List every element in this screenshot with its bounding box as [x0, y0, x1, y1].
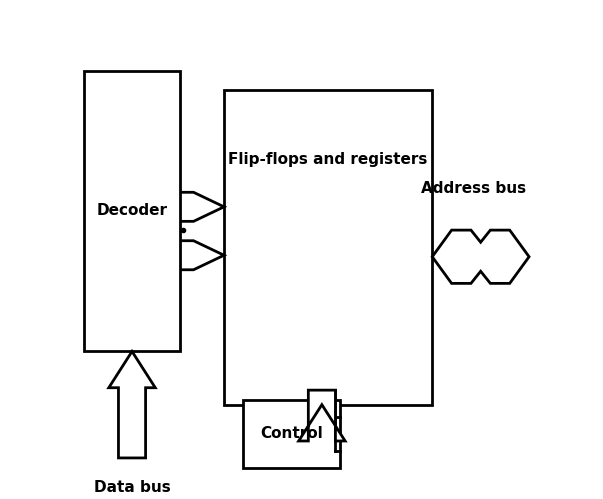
Polygon shape — [298, 390, 345, 441]
Bar — [244, 400, 340, 468]
Text: Address bus: Address bus — [421, 182, 526, 197]
Bar — [224, 90, 432, 405]
Polygon shape — [109, 351, 155, 458]
Polygon shape — [432, 230, 529, 283]
Text: Decoder: Decoder — [96, 204, 168, 219]
Text: Control: Control — [260, 426, 323, 441]
Text: Data bus: Data bus — [93, 480, 171, 495]
Bar — [84, 70, 180, 351]
Text: Flip-flops and registers: Flip-flops and registers — [229, 152, 428, 167]
